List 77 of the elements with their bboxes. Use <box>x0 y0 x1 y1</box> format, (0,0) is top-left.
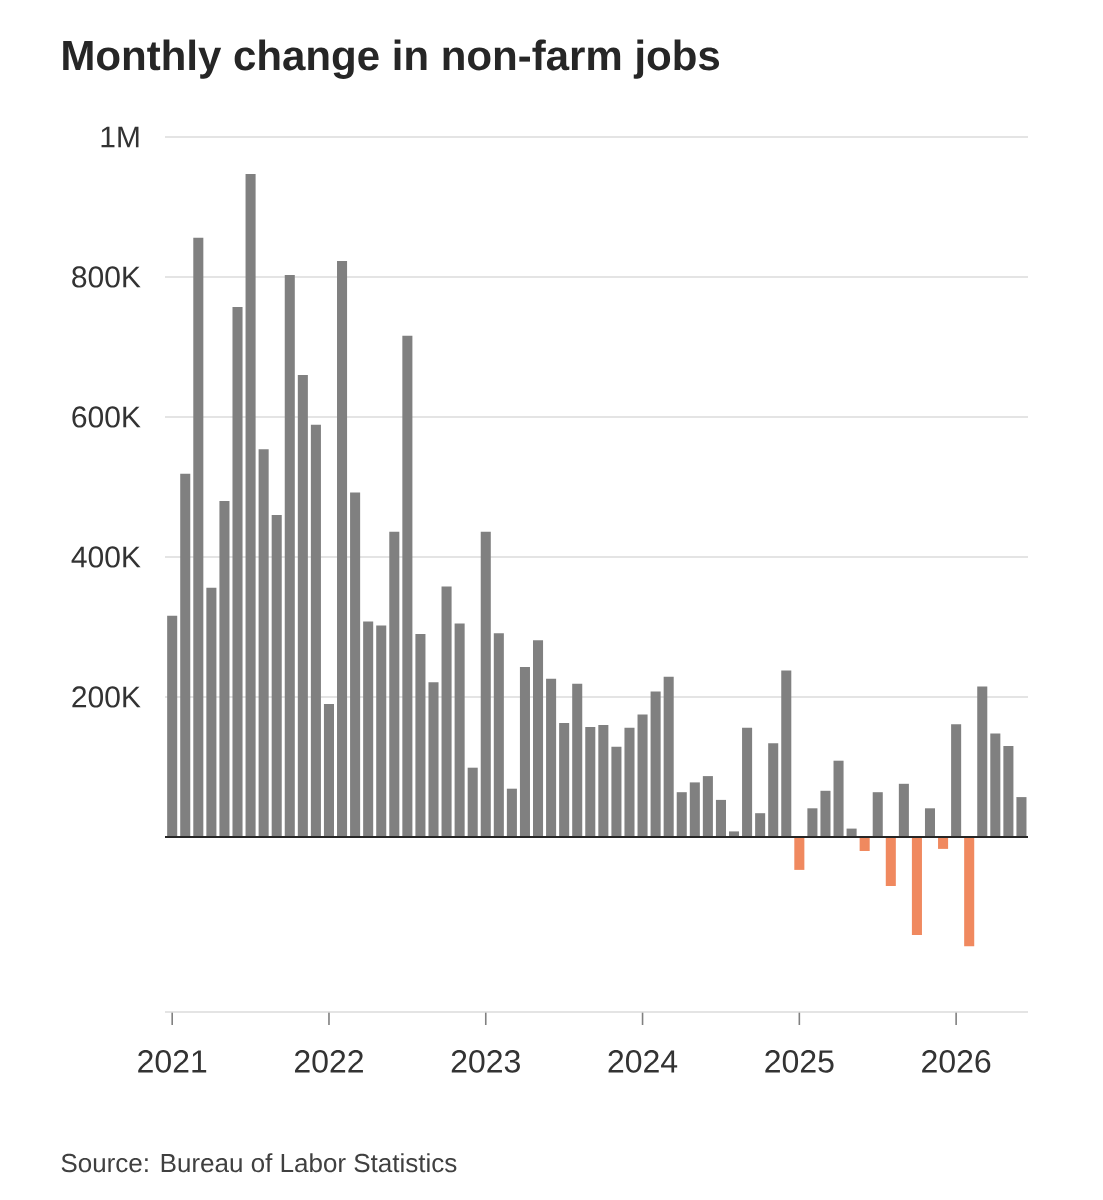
bar <box>193 237 204 837</box>
bar <box>167 615 178 837</box>
x-tick-label: 2025 <box>765 1050 834 1073</box>
source-note: Source: Bureau of Labor Statistics <box>61 1153 457 1173</box>
bar <box>506 788 517 837</box>
bar <box>715 799 726 837</box>
bar <box>689 782 700 837</box>
bar <box>245 174 256 837</box>
bar <box>533 640 544 837</box>
bar <box>180 473 191 837</box>
bar <box>206 587 217 837</box>
bar <box>519 666 530 837</box>
bar <box>1003 745 1014 837</box>
bar <box>598 724 609 837</box>
y-tick-label: 1M <box>101 126 139 148</box>
bar <box>363 621 374 837</box>
bar <box>911 837 922 935</box>
y-tick-label: 800K <box>72 266 141 288</box>
bar <box>310 424 321 837</box>
bar <box>624 727 635 837</box>
bar <box>833 760 844 837</box>
y-tick-label: 600K <box>72 406 141 428</box>
bar <box>807 808 818 837</box>
bar <box>284 274 295 837</box>
y-tick-label: 400K <box>71 546 141 568</box>
bar <box>611 746 622 837</box>
bar <box>572 683 583 837</box>
bar <box>480 531 491 837</box>
bar <box>323 703 334 837</box>
bar <box>232 307 243 837</box>
bar <box>924 808 936 837</box>
bar <box>742 727 753 837</box>
bar <box>781 670 792 837</box>
bar <box>637 714 648 837</box>
bar <box>872 792 883 837</box>
bar <box>415 634 426 837</box>
bar <box>755 813 766 837</box>
bar <box>794 837 805 870</box>
bar <box>1016 797 1027 837</box>
bar <box>964 837 975 947</box>
bar <box>938 837 949 849</box>
bar <box>258 449 269 837</box>
bar <box>768 743 779 837</box>
bar <box>350 492 361 837</box>
bar <box>663 676 674 837</box>
bar <box>376 625 387 837</box>
bar <box>585 727 596 837</box>
bar <box>441 586 452 837</box>
bar <box>389 531 400 837</box>
bar <box>559 722 570 837</box>
bar <box>885 837 896 886</box>
bar <box>297 375 308 837</box>
x-tick-label: 2022 <box>294 1050 363 1073</box>
bar <box>898 783 909 837</box>
bar <box>428 682 439 837</box>
y-tick-label: 200K <box>72 686 141 708</box>
x-tick-label: 2021 <box>138 1050 207 1073</box>
bar <box>859 837 870 851</box>
chart-title: Monthly change in non-farm jobs <box>63 39 720 79</box>
x-tick-label: 2026 <box>922 1050 991 1073</box>
bar <box>402 335 413 837</box>
bar <box>219 501 230 837</box>
bar <box>820 790 831 837</box>
bar <box>702 776 713 837</box>
bar <box>454 623 465 837</box>
bar <box>990 733 1001 837</box>
bar <box>650 691 661 837</box>
bar <box>977 686 988 837</box>
bar <box>493 633 504 837</box>
bar <box>951 724 962 837</box>
bar <box>546 678 557 837</box>
x-tick-label: 2023 <box>451 1050 520 1073</box>
bar <box>467 767 478 837</box>
x-tick-label: 2024 <box>608 1050 678 1073</box>
bar <box>337 260 348 837</box>
bar <box>271 514 282 837</box>
bar <box>676 792 687 837</box>
